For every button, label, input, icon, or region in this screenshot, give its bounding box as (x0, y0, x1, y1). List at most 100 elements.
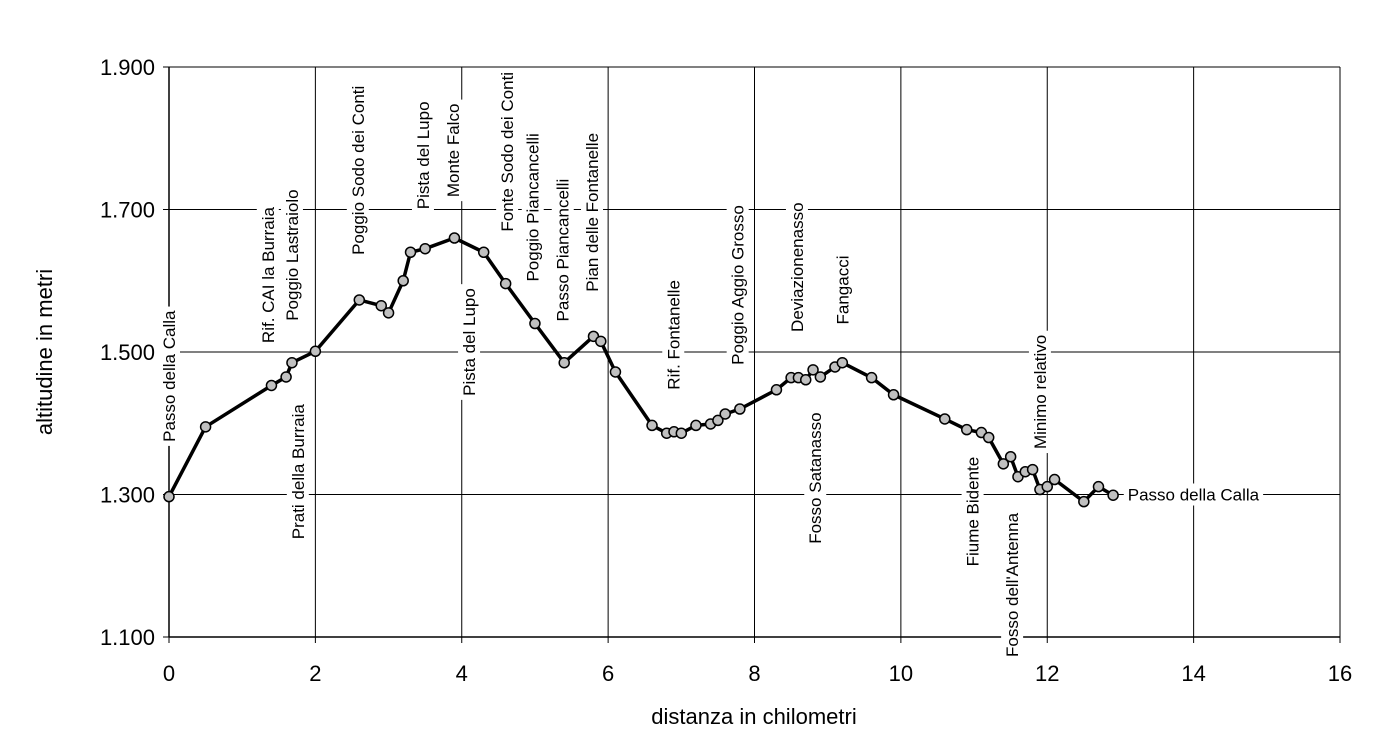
annotation: Passo Piancancelli (551, 174, 574, 326)
x-tick-label: 16 (1328, 661, 1352, 686)
point (734, 403, 746, 415)
annotation: Pista del Lupo (411, 97, 434, 214)
y-tick-label: 1.300 (100, 483, 155, 508)
point (799, 374, 812, 386)
annotation-bg (551, 174, 574, 326)
point (719, 408, 731, 420)
annotation: Fonte Sodo dei Conti (496, 67, 519, 236)
annotation: Passo della Calla (158, 306, 180, 446)
annotation: Pian delle Fontanelle (581, 128, 604, 296)
annotation: Rif. Fontanelle (662, 276, 685, 394)
y-tick-label: 1.700 (100, 198, 155, 223)
x-tick-label: 14 (1181, 661, 1205, 686)
annotation-label: Minimo relativo (1031, 335, 1050, 449)
annotation-label: Prati della Burraia (289, 404, 308, 540)
annotation-label: Fosso dell'Antenna (1003, 512, 1022, 657)
point (280, 371, 292, 383)
x-tick-label: 0 (163, 661, 175, 686)
point (375, 299, 387, 312)
annotation-label: Passo della Calla (1128, 486, 1260, 505)
annotation-bg (158, 306, 180, 446)
annotation-label: Rif. CAI la Burraia (259, 206, 278, 343)
annotation: Fosso dell'Antenna (1001, 508, 1024, 662)
point (397, 275, 409, 287)
annotation-bg (961, 452, 984, 571)
annotation-bg (785, 198, 808, 336)
point (1092, 480, 1105, 493)
annotation-label: Fonte Sodo dei Conti (498, 72, 517, 232)
annotation-label: Rif. Fontanelle (664, 280, 683, 390)
point (939, 413, 951, 425)
annotation: Monte Falco (441, 99, 464, 202)
point (960, 423, 973, 436)
annotation-label: Pian delle Fontanelle (583, 133, 602, 292)
annotation-label: Passo della Calla (160, 310, 179, 442)
point (1048, 473, 1061, 486)
annotation-bg (662, 276, 685, 394)
annotation: Prati della Burraia (286, 400, 309, 544)
x-tick-label: 12 (1035, 661, 1059, 686)
point (477, 246, 490, 258)
annotation-bg (804, 408, 827, 548)
y-axis-title: altitudine in metri (32, 269, 57, 435)
annotation-bg (496, 67, 519, 236)
point (419, 242, 431, 255)
annotation-bg (1001, 508, 1024, 662)
point (982, 431, 995, 444)
annotation-label: Poggio Piancancelli (524, 133, 543, 281)
point (163, 490, 175, 503)
point (265, 379, 278, 392)
point (887, 389, 900, 401)
annotation-bg (1028, 330, 1051, 454)
annotation-label: Monte Falco (444, 104, 463, 198)
point (997, 458, 1010, 470)
point (404, 246, 417, 258)
point (1004, 450, 1017, 463)
point (770, 384, 783, 396)
annotation: Deviazionenasso (785, 198, 808, 336)
annotation-bg (411, 97, 434, 214)
y-tick-label: 1.900 (100, 55, 155, 80)
annotation-bg (831, 251, 854, 329)
annotation: Poggio Aggio Grosso (726, 201, 749, 369)
annotation-bg (286, 400, 309, 544)
annotation-label: Passo Piancancelli (554, 179, 573, 322)
annotation-bg (441, 99, 464, 202)
point (309, 345, 322, 358)
y-tick-label: 1.100 (100, 625, 155, 650)
annotation: Poggio Lastraiolo (280, 185, 303, 325)
x-tick-label: 8 (748, 661, 760, 686)
annotation: Fosso Satanasso (804, 408, 827, 548)
point (286, 356, 298, 369)
point (382, 307, 395, 319)
x-axis-title: distanza in chilometri (651, 704, 856, 729)
point (1041, 480, 1053, 493)
point (499, 277, 512, 290)
point (646, 419, 658, 432)
x-tick-label: 6 (602, 661, 614, 686)
annotation: Passo della Calla (1123, 483, 1264, 506)
point (1107, 489, 1119, 501)
x-tick-label: 10 (889, 661, 913, 686)
point (814, 371, 827, 383)
annotation-bg (280, 185, 303, 325)
point (609, 366, 622, 378)
annotation-label: Poggio Sodo dei Conti (349, 86, 368, 255)
annotation-bg (521, 129, 544, 286)
annotation: Minimo relativo (1028, 330, 1051, 454)
annotation-bg (346, 81, 369, 259)
point (675, 427, 688, 439)
annotation-label: Poggio Lastraiolo (283, 189, 302, 320)
point (690, 419, 702, 432)
x-tick-label: 2 (309, 661, 321, 686)
annotation-label: Pista del Lupo (460, 288, 479, 396)
annotation: Pista del Lupo (458, 284, 481, 400)
point (529, 317, 541, 330)
x-tick-label: 4 (456, 661, 468, 686)
annotation-bg (458, 284, 481, 400)
annotation: Poggio Piancancelli (521, 129, 544, 286)
point (448, 232, 461, 244)
point (807, 364, 819, 376)
point (836, 356, 849, 369)
point (558, 356, 570, 369)
